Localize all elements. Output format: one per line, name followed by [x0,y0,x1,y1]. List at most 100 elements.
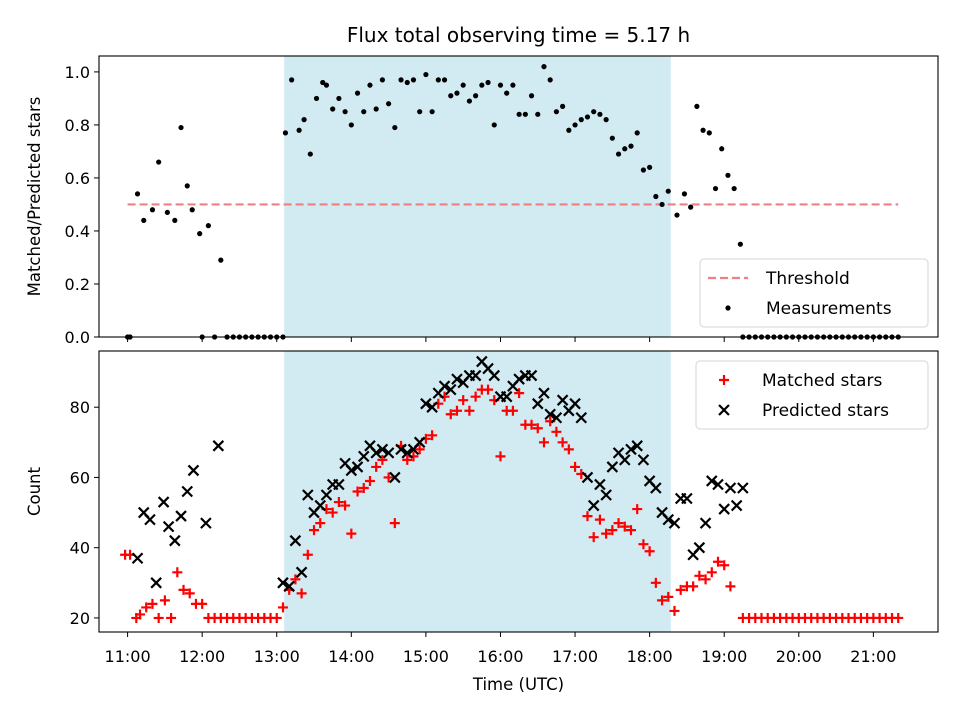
matched-point [402,454,413,465]
x-tick-label: 13:00 [254,647,300,666]
measurement-point [197,231,203,237]
matched-point [414,444,425,455]
matched-point [712,556,723,567]
matched-point [663,591,674,602]
predicted-point [699,517,712,529]
predicted-point [500,390,513,403]
measurement-point [547,77,553,83]
measurement-point [417,109,423,115]
y-tick-label: 0.0 [65,328,90,347]
measurement-point [313,95,320,102]
predicted-point [370,447,382,459]
predicted-point [737,482,749,494]
predicted-point [200,517,212,529]
matched-point [688,581,699,592]
predicted-point [544,408,556,421]
matched-point [700,574,711,585]
matched-point [464,405,475,416]
measurement-point [320,79,326,86]
measurement-point [301,117,307,123]
measurement-point [491,122,497,128]
matched-point [601,528,612,539]
y-tick-label: 80 [70,398,90,417]
matched-point [563,444,574,455]
measurement-point [665,188,671,194]
measurement-point [172,217,178,223]
predicted-point [600,489,612,501]
measurement-point [591,109,597,115]
measurement-point [479,82,485,88]
measurement-point [323,82,330,88]
measurement-point [205,223,211,229]
matched-point [333,497,344,508]
measurement-point [441,77,448,83]
predicted-point [606,461,619,473]
matched-point [340,500,351,511]
matched-point [383,472,394,483]
matched-point [657,595,668,606]
matched-point [389,518,400,529]
x-tick-label: 18:00 [627,647,673,666]
matched-point [271,612,282,623]
matched-point [458,395,469,406]
measurement-point [622,146,628,152]
measurement-point [361,109,367,115]
predicted-point [345,464,358,477]
measurement-point [485,79,491,86]
matched-point [445,409,456,420]
predicted-point [382,447,395,459]
predicted-point [333,478,345,491]
measurement-point [634,130,640,136]
matched-point [277,602,288,613]
predicted-point [162,520,175,533]
measurement-point [149,207,156,213]
matched-point [178,584,189,595]
predicted-point [169,534,181,547]
predicted-point [376,443,389,456]
predicted-point [569,397,581,410]
measurement-point [566,127,572,133]
measurement-point [504,90,510,96]
matched-point [719,560,730,571]
matched-point [451,405,462,416]
matched-point [613,518,624,529]
matched-point [296,588,307,599]
y-tick-label: 0.2 [65,275,90,294]
predicted-point [587,499,600,512]
measurement-point [603,117,609,123]
matched-point [526,419,537,430]
axes-frame [98,350,939,633]
x-tick-label: 20:00 [776,647,822,666]
predicted-point [413,436,426,449]
measurement-point [156,159,162,165]
measurement-point [348,122,354,128]
predicted-point [718,503,730,515]
measurement-point [189,207,195,213]
matched-point [570,461,581,472]
matched-point [557,437,568,448]
matched-point [470,391,481,402]
predicted-point [314,499,327,512]
matched-point [377,454,388,465]
measurement-point [282,130,289,136]
matched-point [594,514,605,525]
measurement-point [218,257,224,263]
measurement-point [553,109,560,115]
matched-point [352,486,363,497]
legend: Threshold Measurements [699,258,929,328]
matched-point [625,525,636,536]
predicted-point [550,411,563,424]
matched-point [302,549,313,560]
measurement-point [354,90,361,96]
legend-entry-label: Predicted stars [762,401,889,421]
legend-predicted-swatch [718,404,730,416]
predicted-point [401,447,414,459]
matched-point [495,451,506,462]
x-tick-label: 14:00 [328,647,374,666]
x-tick-label: 16:00 [477,647,523,666]
matched-point [638,539,649,550]
measurement-point [578,117,584,123]
measurement-point [330,106,336,112]
matched-point [893,612,904,623]
